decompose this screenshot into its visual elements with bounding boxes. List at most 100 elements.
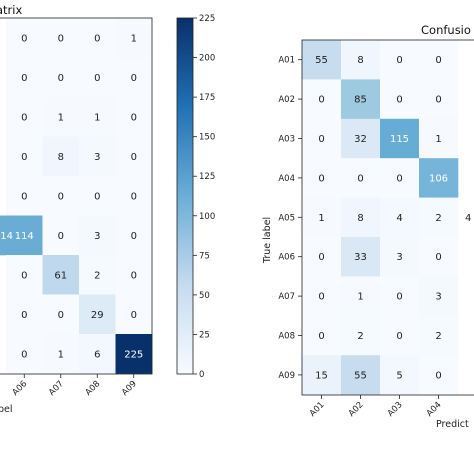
left-cell-value: 225 bbox=[124, 349, 143, 360]
right-cell bbox=[341, 79, 381, 120]
left-cell-value: 29 bbox=[91, 310, 104, 321]
left-x-tick-label: A09 bbox=[120, 379, 139, 398]
left-x-tick-label: A06 bbox=[11, 379, 30, 398]
left-cell-value: 0 bbox=[131, 112, 137, 123]
right-cell-value: 0 bbox=[435, 370, 441, 381]
left-cell-value: 0 bbox=[58, 33, 64, 44]
left-cell-value: 0 bbox=[131, 73, 137, 84]
right-cell bbox=[380, 315, 420, 356]
left-cell bbox=[6, 334, 43, 374]
right-cell bbox=[419, 237, 459, 277]
right-cell-value: 0 bbox=[435, 55, 441, 66]
left-cell-value: 0 bbox=[94, 191, 100, 202]
left-cell bbox=[79, 97, 116, 137]
left-cell bbox=[79, 136, 116, 177]
colorbar-tick-label: 200 bbox=[199, 54, 215, 64]
right-cell-value: 2 bbox=[435, 213, 441, 224]
right-cell-value: 32 bbox=[354, 134, 367, 145]
left-cell bbox=[42, 97, 80, 137]
left-cell-value: 0 bbox=[58, 310, 64, 321]
left-cell bbox=[115, 215, 153, 256]
left-partial-cell-value: 114 bbox=[0, 231, 13, 242]
left-cell bbox=[115, 176, 153, 216]
right-cell-value: 55 bbox=[315, 55, 328, 66]
right-cell-value: 0 bbox=[318, 252, 324, 263]
left-cell-value: 0 bbox=[94, 73, 100, 84]
right-cell bbox=[380, 197, 420, 238]
colorbar-tick-label: 50 bbox=[199, 291, 210, 301]
right-cell bbox=[419, 276, 459, 317]
right-y-tick-label: A01 bbox=[278, 56, 295, 66]
right-y-ticks: A01 A02 A03 A04 A05 A06 A07 A08 A09 bbox=[278, 56, 302, 381]
right-cell bbox=[341, 355, 381, 395]
right-cell-value: 1 bbox=[357, 292, 363, 303]
right-cell-value: 0 bbox=[318, 173, 324, 184]
right-cell bbox=[380, 118, 420, 159]
left-cell bbox=[6, 215, 43, 256]
left-cell-value: 61 bbox=[54, 270, 67, 281]
right-x-tick-label: A01 bbox=[308, 400, 327, 419]
left-cell-value: 0 bbox=[21, 191, 27, 202]
left-cell bbox=[79, 18, 116, 58]
right-cell-value: 0 bbox=[396, 55, 402, 66]
left-cell-value: 1 bbox=[58, 349, 64, 360]
colorbar-tick-label: 225 bbox=[199, 14, 215, 24]
left-cell bbox=[42, 294, 80, 335]
right-cell bbox=[341, 237, 381, 277]
left-cell bbox=[6, 97, 43, 137]
left-cell bbox=[79, 215, 116, 256]
right-y-tick-label: A08 bbox=[278, 332, 295, 342]
right-cell-value: 1 bbox=[318, 213, 324, 224]
right-cell-value: 0 bbox=[435, 252, 441, 263]
left-cell-value: 3 bbox=[94, 152, 100, 163]
right-cell-value: 55 bbox=[354, 370, 367, 381]
right-cell-value: 5 bbox=[396, 370, 402, 381]
right-y-tick-label: A05 bbox=[278, 213, 295, 223]
left-cell bbox=[6, 294, 43, 335]
right-cell bbox=[341, 40, 381, 80]
right-cell bbox=[380, 79, 420, 120]
colorbar-tick-label: 0 bbox=[199, 370, 204, 380]
colorbar: 225 200 175 150 125 100 75 50 25 0 bbox=[176, 14, 215, 380]
right-cell-value: 85 bbox=[354, 95, 367, 106]
right-cell-value: 3 bbox=[435, 292, 441, 303]
right-cell-value: 8 bbox=[357, 55, 363, 66]
left-cell-value: 8 bbox=[58, 152, 64, 163]
right-cell bbox=[302, 237, 342, 277]
right-x-tick-label: A03 bbox=[386, 400, 405, 419]
right-cell-value: 33 bbox=[354, 252, 367, 263]
colorbar-tick-label: 75 bbox=[199, 251, 210, 261]
right-cell bbox=[302, 158, 342, 198]
right-cell bbox=[419, 40, 459, 80]
left-cell bbox=[115, 97, 153, 137]
left-cell-value: 0 bbox=[21, 73, 27, 84]
right-cell bbox=[302, 355, 342, 395]
left-cell bbox=[79, 334, 116, 374]
left-cell bbox=[42, 18, 80, 58]
left-cell-value: 1 bbox=[58, 112, 64, 123]
left-chart-title: atrix bbox=[0, 3, 22, 17]
left-cell bbox=[115, 334, 153, 374]
right-x-ticks: A01 A02 A03 A04 bbox=[308, 395, 444, 419]
left-cell-value: 0 bbox=[94, 33, 100, 44]
left-x-ticks: A06 A07 A08 A09 bbox=[11, 374, 139, 398]
right-y-tick-label: A06 bbox=[278, 253, 295, 263]
left-cell-value: 0 bbox=[58, 73, 64, 84]
right-cell-value: 106 bbox=[429, 173, 448, 184]
right-cell-value: 8 bbox=[357, 213, 363, 224]
left-cell-value: 0 bbox=[131, 152, 137, 163]
right-cell-value: 0 bbox=[318, 134, 324, 145]
colorbar-tick-label: 125 bbox=[199, 172, 215, 182]
right-cell bbox=[419, 355, 459, 395]
right-cell bbox=[380, 237, 420, 277]
left-cell bbox=[42, 255, 80, 295]
right-x-tick-label: A04 bbox=[425, 400, 444, 419]
right-cell bbox=[419, 197, 459, 238]
right-y-axis-label: True label bbox=[262, 217, 273, 264]
colorbar-tick-label: 150 bbox=[199, 133, 215, 143]
left-cell bbox=[6, 136, 43, 177]
left-cell-value: 1 bbox=[131, 33, 137, 44]
